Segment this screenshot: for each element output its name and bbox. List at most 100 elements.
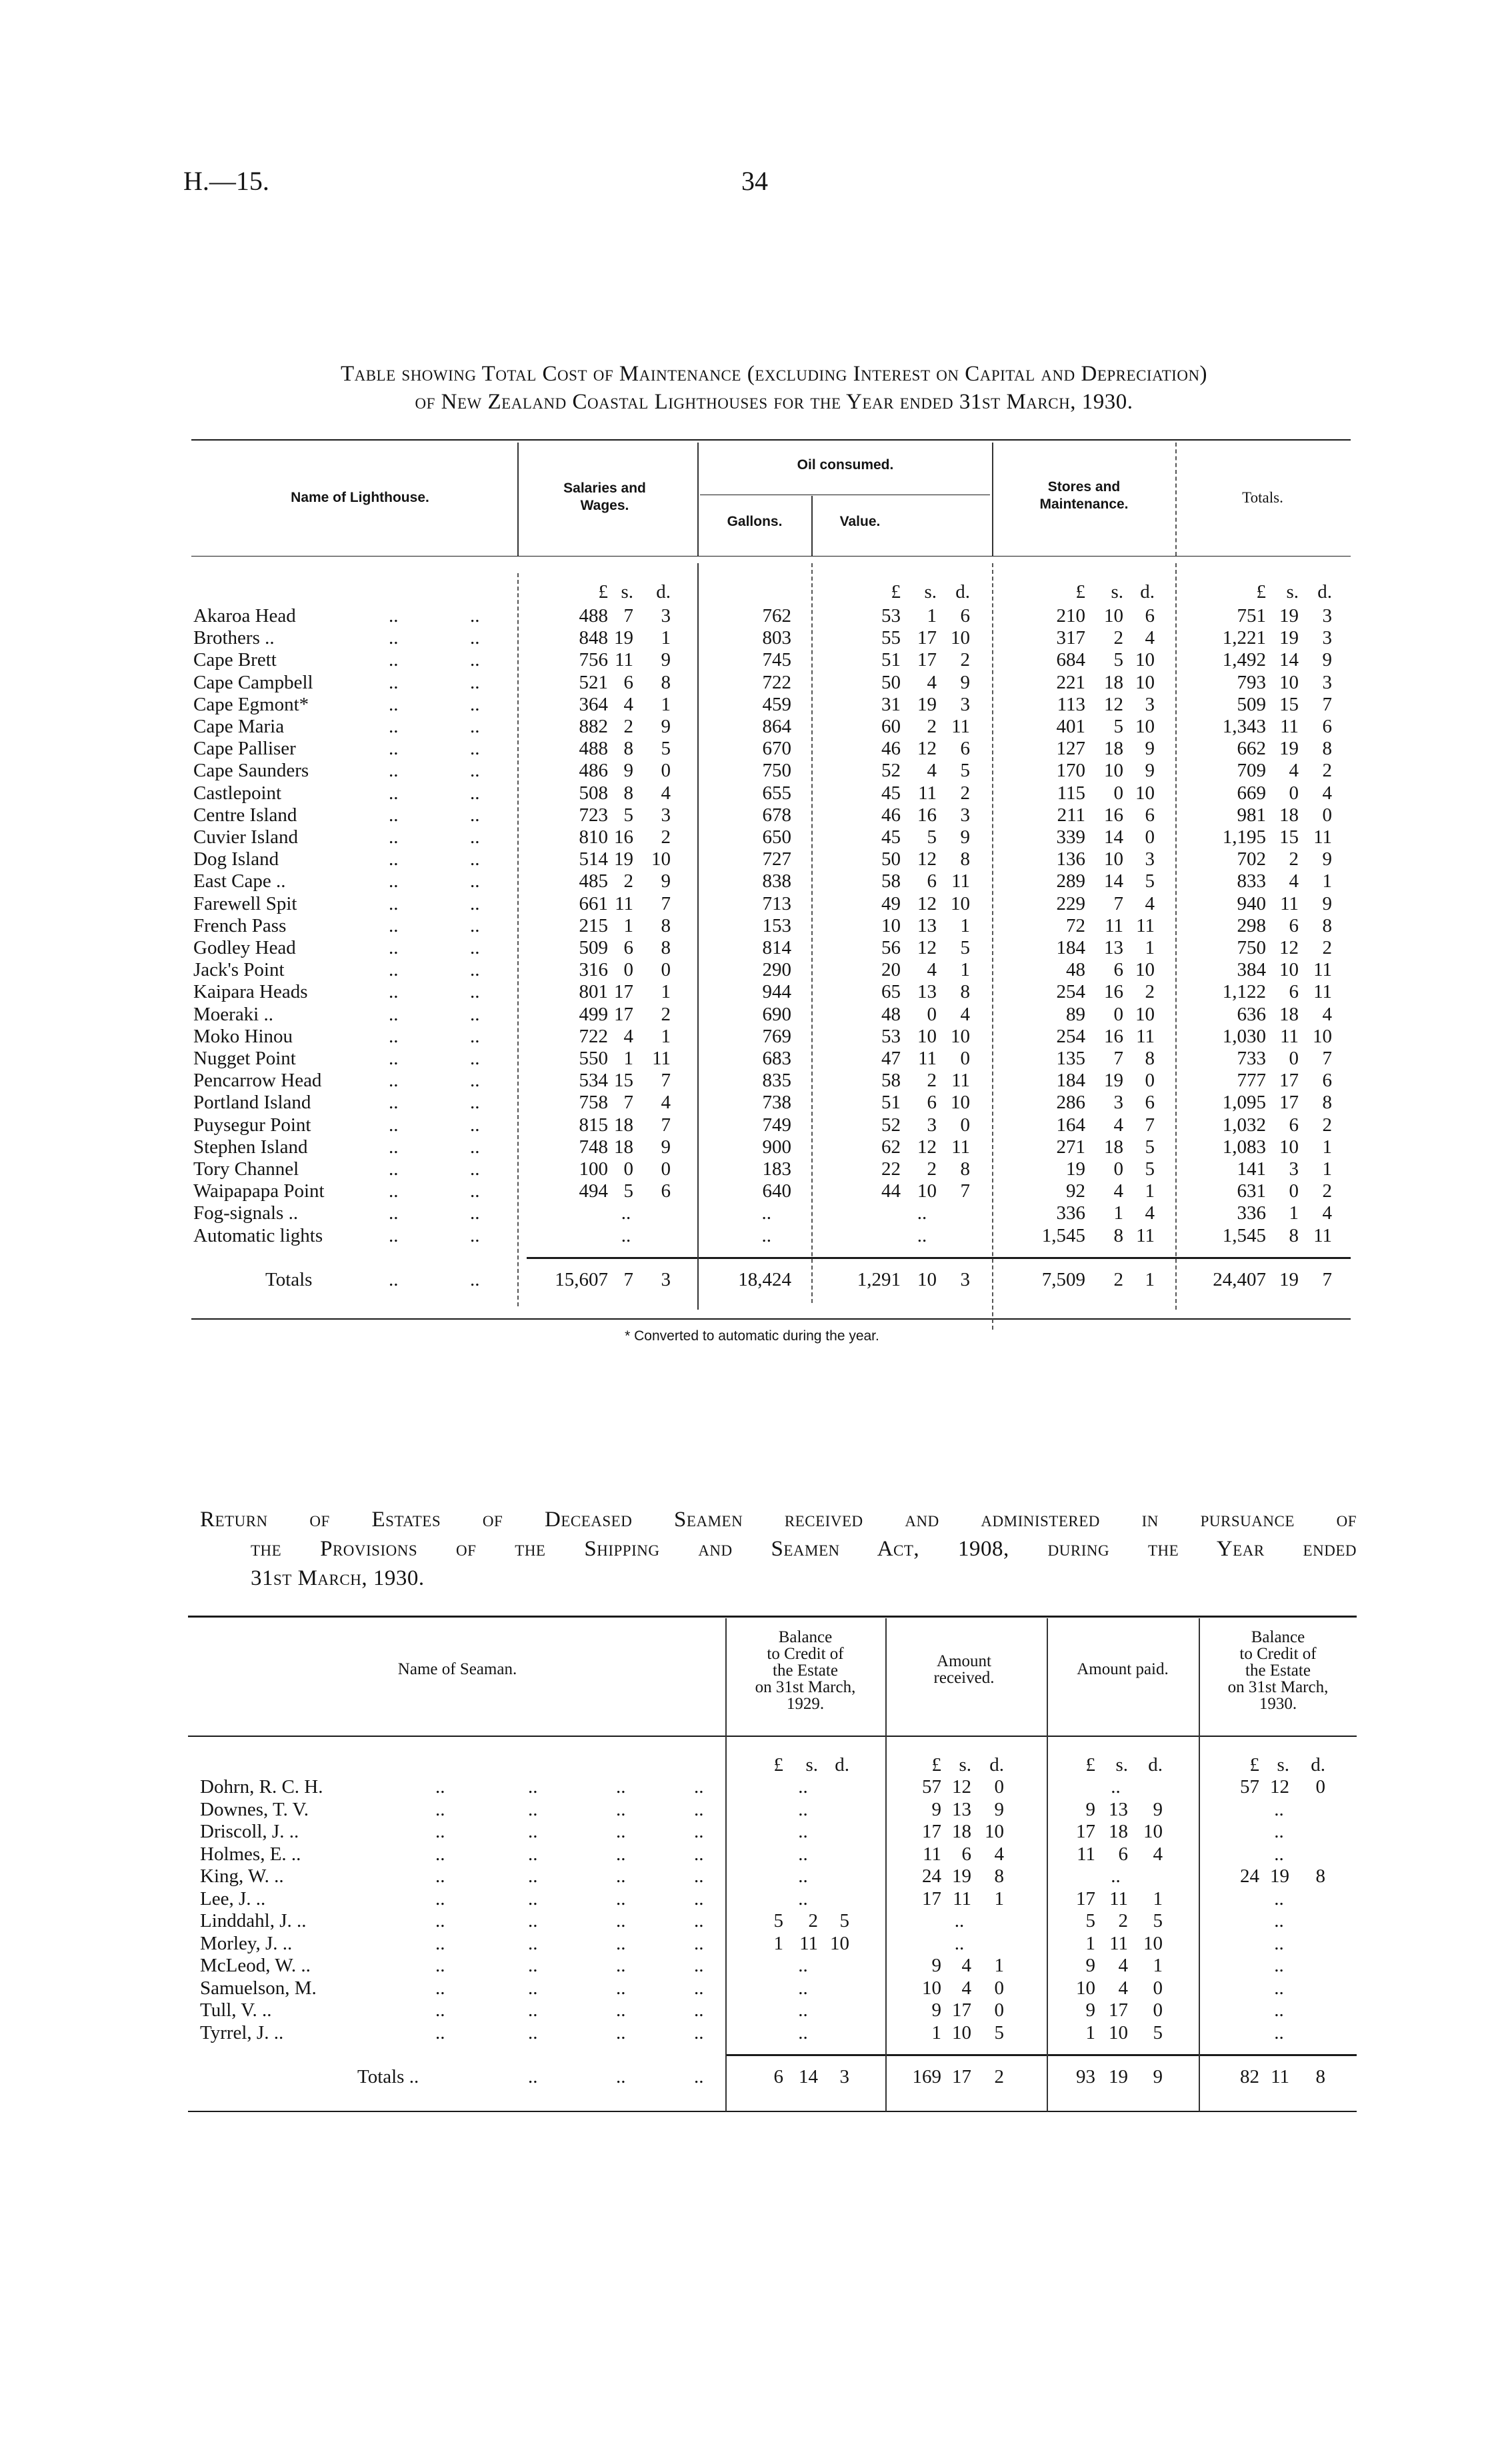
leader-dots: .. (470, 937, 480, 958)
header-line: the Estate (773, 1662, 838, 1680)
leader-dots: .. (528, 1799, 538, 1820)
gallons: 769 (762, 1026, 792, 1047)
stores-pounds: 7,509 (1041, 1269, 1085, 1290)
oil-value-pounds: 65 (881, 981, 901, 1002)
oil-value-empty: .. (917, 1225, 927, 1246)
header-name-of-seaman: Name of Seaman. (397, 1660, 517, 1678)
salaries-pence: 2 (661, 826, 671, 848)
leader-dots: .. (389, 848, 399, 870)
salaries-pounds: 550 (579, 1048, 609, 1069)
stores-pence: 10 (1135, 649, 1155, 670)
seaman-name: McLeod, W. .. (200, 1955, 311, 1976)
table-row: Lee, J. ............ 17 11 1 17 11 1.. (0, 1887, 1504, 1911)
column-divider (697, 443, 699, 556)
unit-label: s. (924, 581, 937, 603)
seaman-name: Driscoll, J. .. (200, 1821, 299, 1842)
salaries-pounds: 494 (579, 1180, 609, 1202)
salaries-shillings: 11 (615, 649, 633, 670)
salaries-pence: 8 (661, 672, 671, 693)
stores-pounds: 170 (1056, 760, 1086, 781)
salaries-shillings: 5 (623, 1180, 634, 1202)
leader-dots: .. (389, 1026, 399, 1047)
row-total-pence: 3 (1322, 672, 1333, 693)
salaries-shillings: 0 (623, 1158, 634, 1180)
paid-shillings: 11 (1109, 1933, 1128, 1954)
received-shillings: 17 (952, 1999, 971, 2021)
oil-value-pence: 7 (960, 1180, 971, 1202)
page-number: 34 (741, 166, 768, 196)
salaries-pounds: 364 (579, 694, 609, 715)
row-total-pence: 2 (1322, 937, 1333, 958)
stores-pounds: 339 (1056, 826, 1086, 848)
row-total-pence: 6 (1322, 1070, 1333, 1091)
paid-pence: 5 (1153, 2022, 1163, 2043)
lighthouse-name: Cape Egmont* (193, 694, 309, 715)
row-total-pounds: 1,032 (1222, 1114, 1266, 1136)
salaries-pounds: 722 (579, 1026, 609, 1047)
stores-pounds: 136 (1056, 848, 1086, 870)
salaries-pence: 7 (661, 1070, 671, 1091)
leader-dots: .. (528, 1865, 538, 1887)
balance-1930-pounds: 24 (1240, 1865, 1259, 1887)
header-line: Maintenance. (1039, 497, 1129, 512)
received-pounds: 9 (931, 1999, 942, 2021)
column-divider (517, 573, 519, 1306)
salaries-pounds: 521 (579, 672, 609, 693)
unit-label: d. (1311, 1754, 1325, 1776)
received-shillings: 4 (961, 1977, 972, 1999)
row-total-shillings: 2 (1289, 848, 1299, 870)
salaries-shillings: 7 (623, 605, 634, 626)
leader-dots: .. (389, 1269, 399, 1290)
oil-value-pence: 11 (951, 1136, 970, 1158)
row-total-shillings: 19 (1279, 738, 1299, 759)
stores-shillings: 11 (1105, 915, 1123, 936)
received-pence: 0 (994, 1977, 1005, 1999)
totals-rule (527, 1257, 1351, 1259)
unit-label: d. (1148, 1754, 1163, 1776)
seaman-name: Totals .. (357, 2066, 419, 2087)
salaries-shillings: 18 (614, 1114, 633, 1136)
salaries-pounds: 215 (579, 915, 609, 936)
leader-dots: .. (616, 1933, 626, 1954)
gallons: .. (761, 1202, 772, 1224)
row-total-shillings: 10 (1279, 959, 1299, 980)
salaries-pence: 9 (661, 716, 671, 737)
totals-rule (725, 2054, 1357, 2056)
salaries-pence: 0 (661, 959, 671, 980)
leader-dots: .. (616, 2022, 626, 2043)
stores-shillings: 14 (1104, 870, 1123, 892)
table-row: McLeod, W. ............ 9 4 1 9 4 1.. (0, 1953, 1504, 1977)
stores-shillings: 19 (1104, 1070, 1123, 1091)
stores-pence: 2 (1145, 981, 1155, 1002)
oil-value-shillings: 11 (918, 782, 937, 804)
unit-label: £ (773, 1754, 784, 1776)
row-total-pounds: 24,407 (1213, 1269, 1266, 1290)
row-total-shillings: 11 (1280, 716, 1299, 737)
salaries-pence: 3 (661, 804, 671, 826)
gallons: 713 (762, 893, 792, 914)
leader-dots: .. (389, 937, 399, 958)
leader-dots: .. (435, 1776, 445, 1798)
table-top-rule (188, 1616, 1357, 1618)
gallons: 153 (762, 915, 792, 936)
stores-shillings: 16 (1104, 981, 1123, 1002)
lighthouse-name: Cape Palliser (193, 738, 296, 759)
lighthouse-name: Dog Island (193, 848, 279, 870)
stores-pounds: 1,545 (1041, 1225, 1085, 1246)
leader-dots: .. (694, 1955, 704, 1976)
table-row: Downes, T. V........... 9 13 9 9 13 9.. (0, 1798, 1504, 1822)
paid-pence: 10 (1143, 1933, 1163, 1954)
stores-shillings: 5 (1113, 716, 1124, 737)
table-row: Portland Island.... 758 7 4 738 51 6 10 286 3 6 1,0… (0, 1090, 1504, 1114)
leader-dots: .. (435, 1910, 445, 1931)
units-row: £ s. d. £ s. d. £ s. d. £ s. d. (0, 580, 1504, 604)
leader-dots: .. (470, 1180, 480, 1202)
row-total-pounds: 336 (1237, 1202, 1267, 1224)
seaman-name: Tull, V. .. (200, 1999, 272, 2021)
paid-pounds: 9 (1085, 1999, 1096, 2021)
oil-value-pence: 3 (960, 804, 971, 826)
stores-pounds: 113 (1057, 694, 1085, 715)
gallons: 749 (762, 1114, 792, 1136)
oil-value-shillings: 2 (927, 1070, 937, 1091)
